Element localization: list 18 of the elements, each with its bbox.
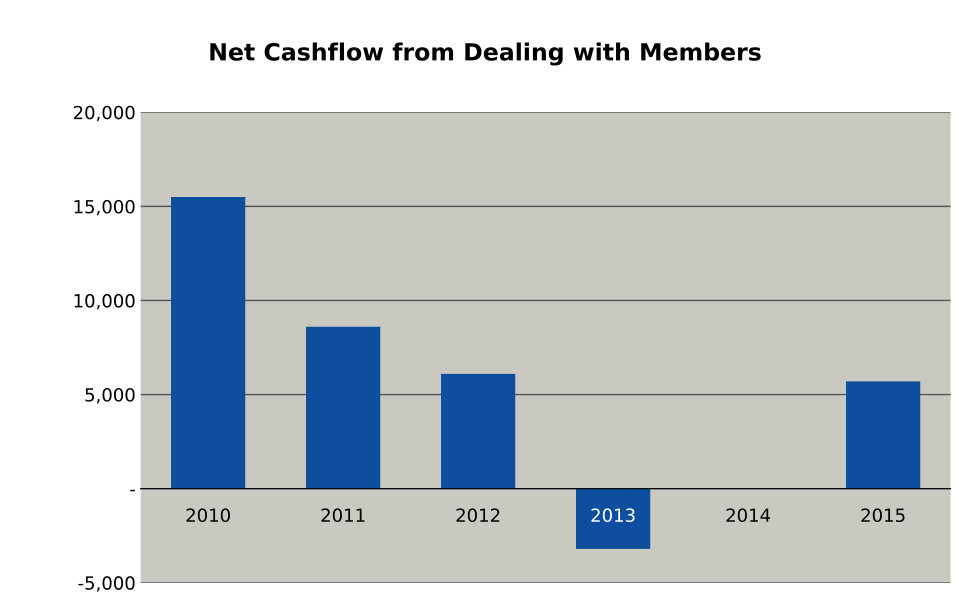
y-tick-label: 20,000 (74, 106, 135, 122)
x-tick-label: 2010 (186, 508, 230, 522)
y-tick-label: 5,000 (85, 388, 135, 404)
x-tick-label: 2013 (591, 508, 635, 522)
y-tick-label: 10,000 (74, 294, 135, 310)
bar (171, 196, 246, 489)
bar (846, 381, 920, 489)
y-tick-label: - (130, 490, 135, 492)
x-tick-label: 2014 (726, 508, 770, 522)
bar (306, 326, 380, 489)
y-tick-label: -5,000 (78, 576, 135, 592)
y-tick-label: 15,000 (74, 200, 135, 216)
bar (576, 488, 650, 549)
bar (441, 374, 516, 489)
chart-title: Net Cashflow from Dealing with Members (210, 42, 761, 66)
x-tick-label: 2015 (861, 508, 904, 522)
x-tick-label: 2012 (456, 508, 500, 522)
x-tick-label: 2011 (321, 508, 364, 522)
